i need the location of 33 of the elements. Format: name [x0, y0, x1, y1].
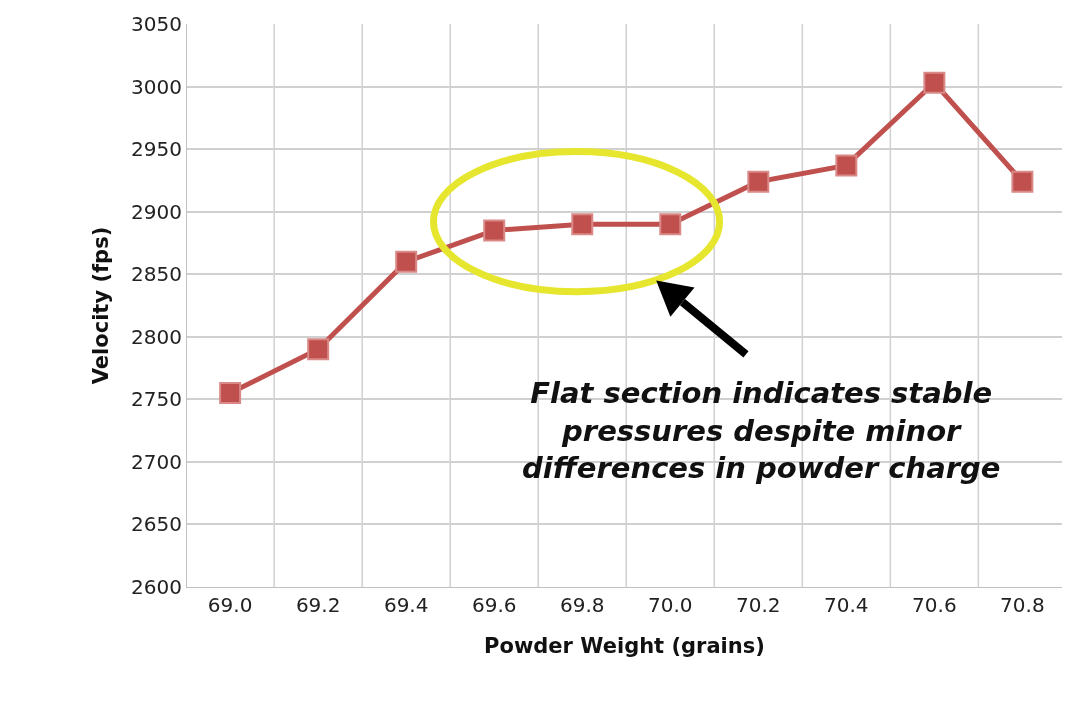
point: [483, 219, 506, 242]
x-tick-label: 70.0: [648, 593, 693, 617]
x-tick-label: 70.2: [736, 593, 781, 617]
y-tick-label: 3050: [131, 12, 182, 36]
x-tick-label: 69.8: [559, 593, 605, 617]
x-tick-label: 70.6: [912, 593, 957, 617]
point: [395, 250, 418, 273]
x-tick-label: 69.6: [471, 593, 517, 617]
annotation: Flat section indicates stable pressures despite minor differences in powder charge: [522, 376, 1001, 486]
x-tick-label: 70.8: [1000, 593, 1045, 617]
point: [571, 213, 594, 236]
y-tick-label: 2650: [131, 512, 182, 537]
y-tick-label: 2600: [131, 575, 182, 599]
y-tick-label: 2800: [131, 324, 182, 349]
x-tick-label: 69.4: [383, 593, 429, 617]
y-tick-label: 2700: [131, 449, 182, 474]
x-axis-title: Powder Weight (grains): [484, 634, 765, 659]
point: [219, 382, 242, 405]
y-tick-label: 2750: [131, 387, 182, 412]
point: [307, 338, 330, 361]
y-tick-label: 2850: [131, 262, 182, 287]
point: [659, 213, 682, 236]
x-tick-label: 69.2: [295, 593, 341, 617]
y-tick-label: 3000: [131, 74, 182, 99]
point: [835, 154, 858, 177]
x-tick-label: 69.0: [207, 593, 253, 617]
point: [923, 71, 946, 94]
y-tick-label: 2950: [131, 137, 182, 162]
point: [747, 170, 770, 193]
point: [1011, 170, 1034, 193]
y-tick-label: 2900: [131, 199, 182, 224]
y-axis-title: Velocity (fps): [89, 226, 114, 385]
x-tick-label: 70.4: [824, 593, 869, 617]
